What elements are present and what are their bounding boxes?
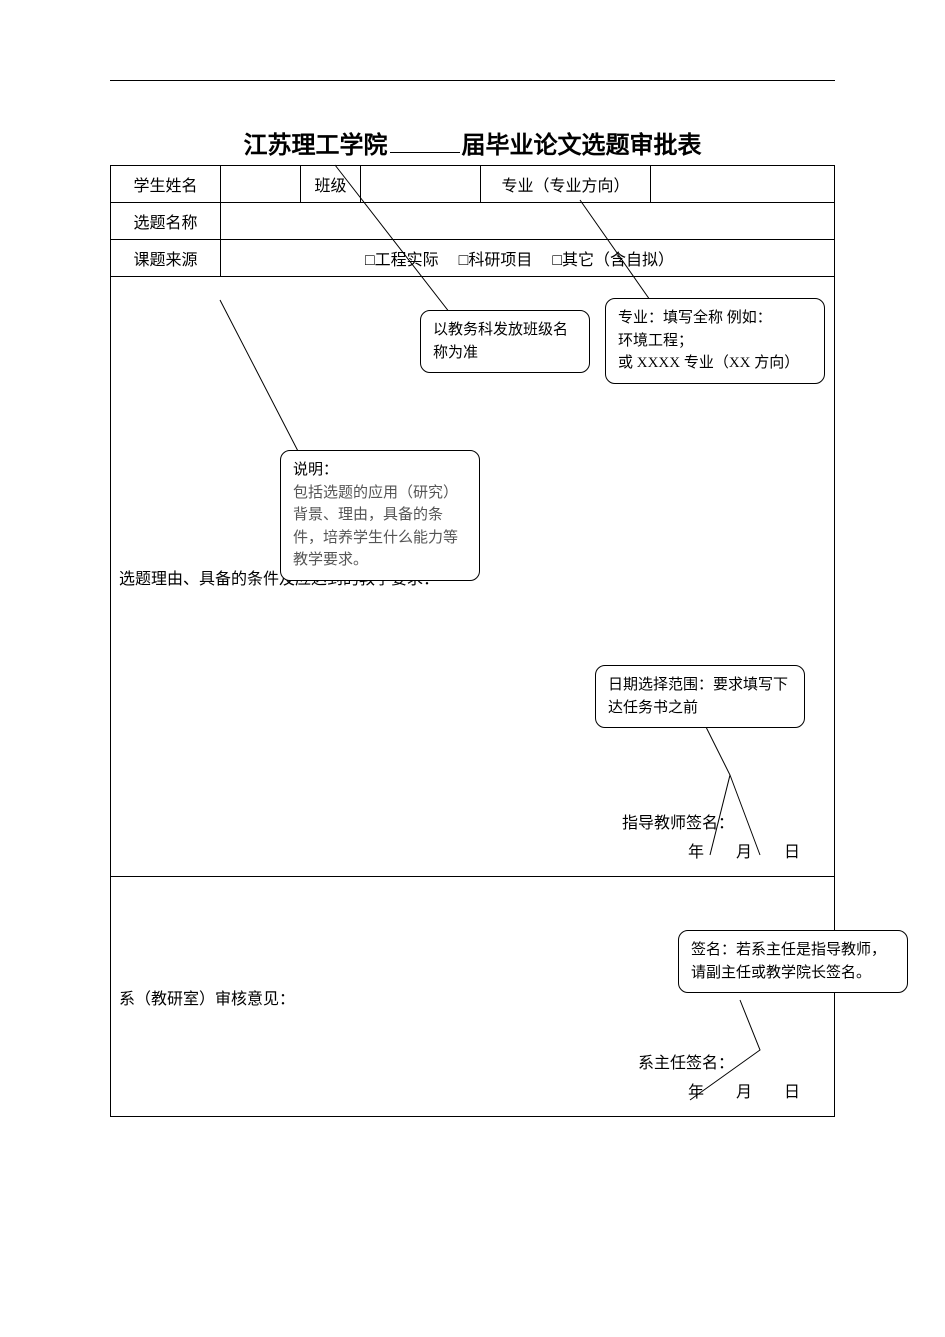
label-source: 课题来源 [111,240,221,277]
callout-date: 日期选择范围：要求填写下达任务书之前 [595,665,805,728]
callout-major-l1: 专业：填写全称 例如： [618,307,812,330]
callout-sign-pointer-icon [680,1000,800,1110]
callout-major: 专业：填写全称 例如： 环境工程； 或 XXXX 专业（XX 方向） [605,298,825,384]
value-student-name[interactable] [221,166,301,203]
top-rule [110,80,835,81]
callout-explain-l2: 包括选题的应用（研究）背景、理由，具备的条件，培养学生什么能力等教学要求。 [293,482,467,572]
callout-date-pointer-icon [680,715,800,865]
callout-explain: 说明： 包括选题的应用（研究）背景、理由，具备的条件，培养学生什么能力等教学要求… [280,450,480,581]
callout-explain-pointer-icon [200,300,400,470]
label-student-name: 学生姓名 [111,166,221,203]
callout-explain-l1: 说明： [293,459,467,482]
callout-major-l3: 或 XXXX 专业（XX 方向） [618,352,812,375]
callout-date-text: 日期选择范围：要求填写下达任务书之前 [608,677,788,716]
title-blank [390,152,460,153]
callout-sign-text: 签名：若系主任是指导教师，请副主任或教学院长签名。 [691,942,886,981]
callout-class-text: 以教务科发放班级名称为准 [433,322,568,361]
callout-major-l2: 环境工程； [618,330,812,353]
value-major[interactable] [651,166,835,203]
label-topic-name: 选题名称 [111,203,221,240]
callout-sign: 签名：若系主任是指导教师，请副主任或教学院长签名。 [678,930,908,993]
callout-class: 以教务科发放班级名称为准 [420,310,590,373]
callout-major-pointer-icon [570,200,730,310]
